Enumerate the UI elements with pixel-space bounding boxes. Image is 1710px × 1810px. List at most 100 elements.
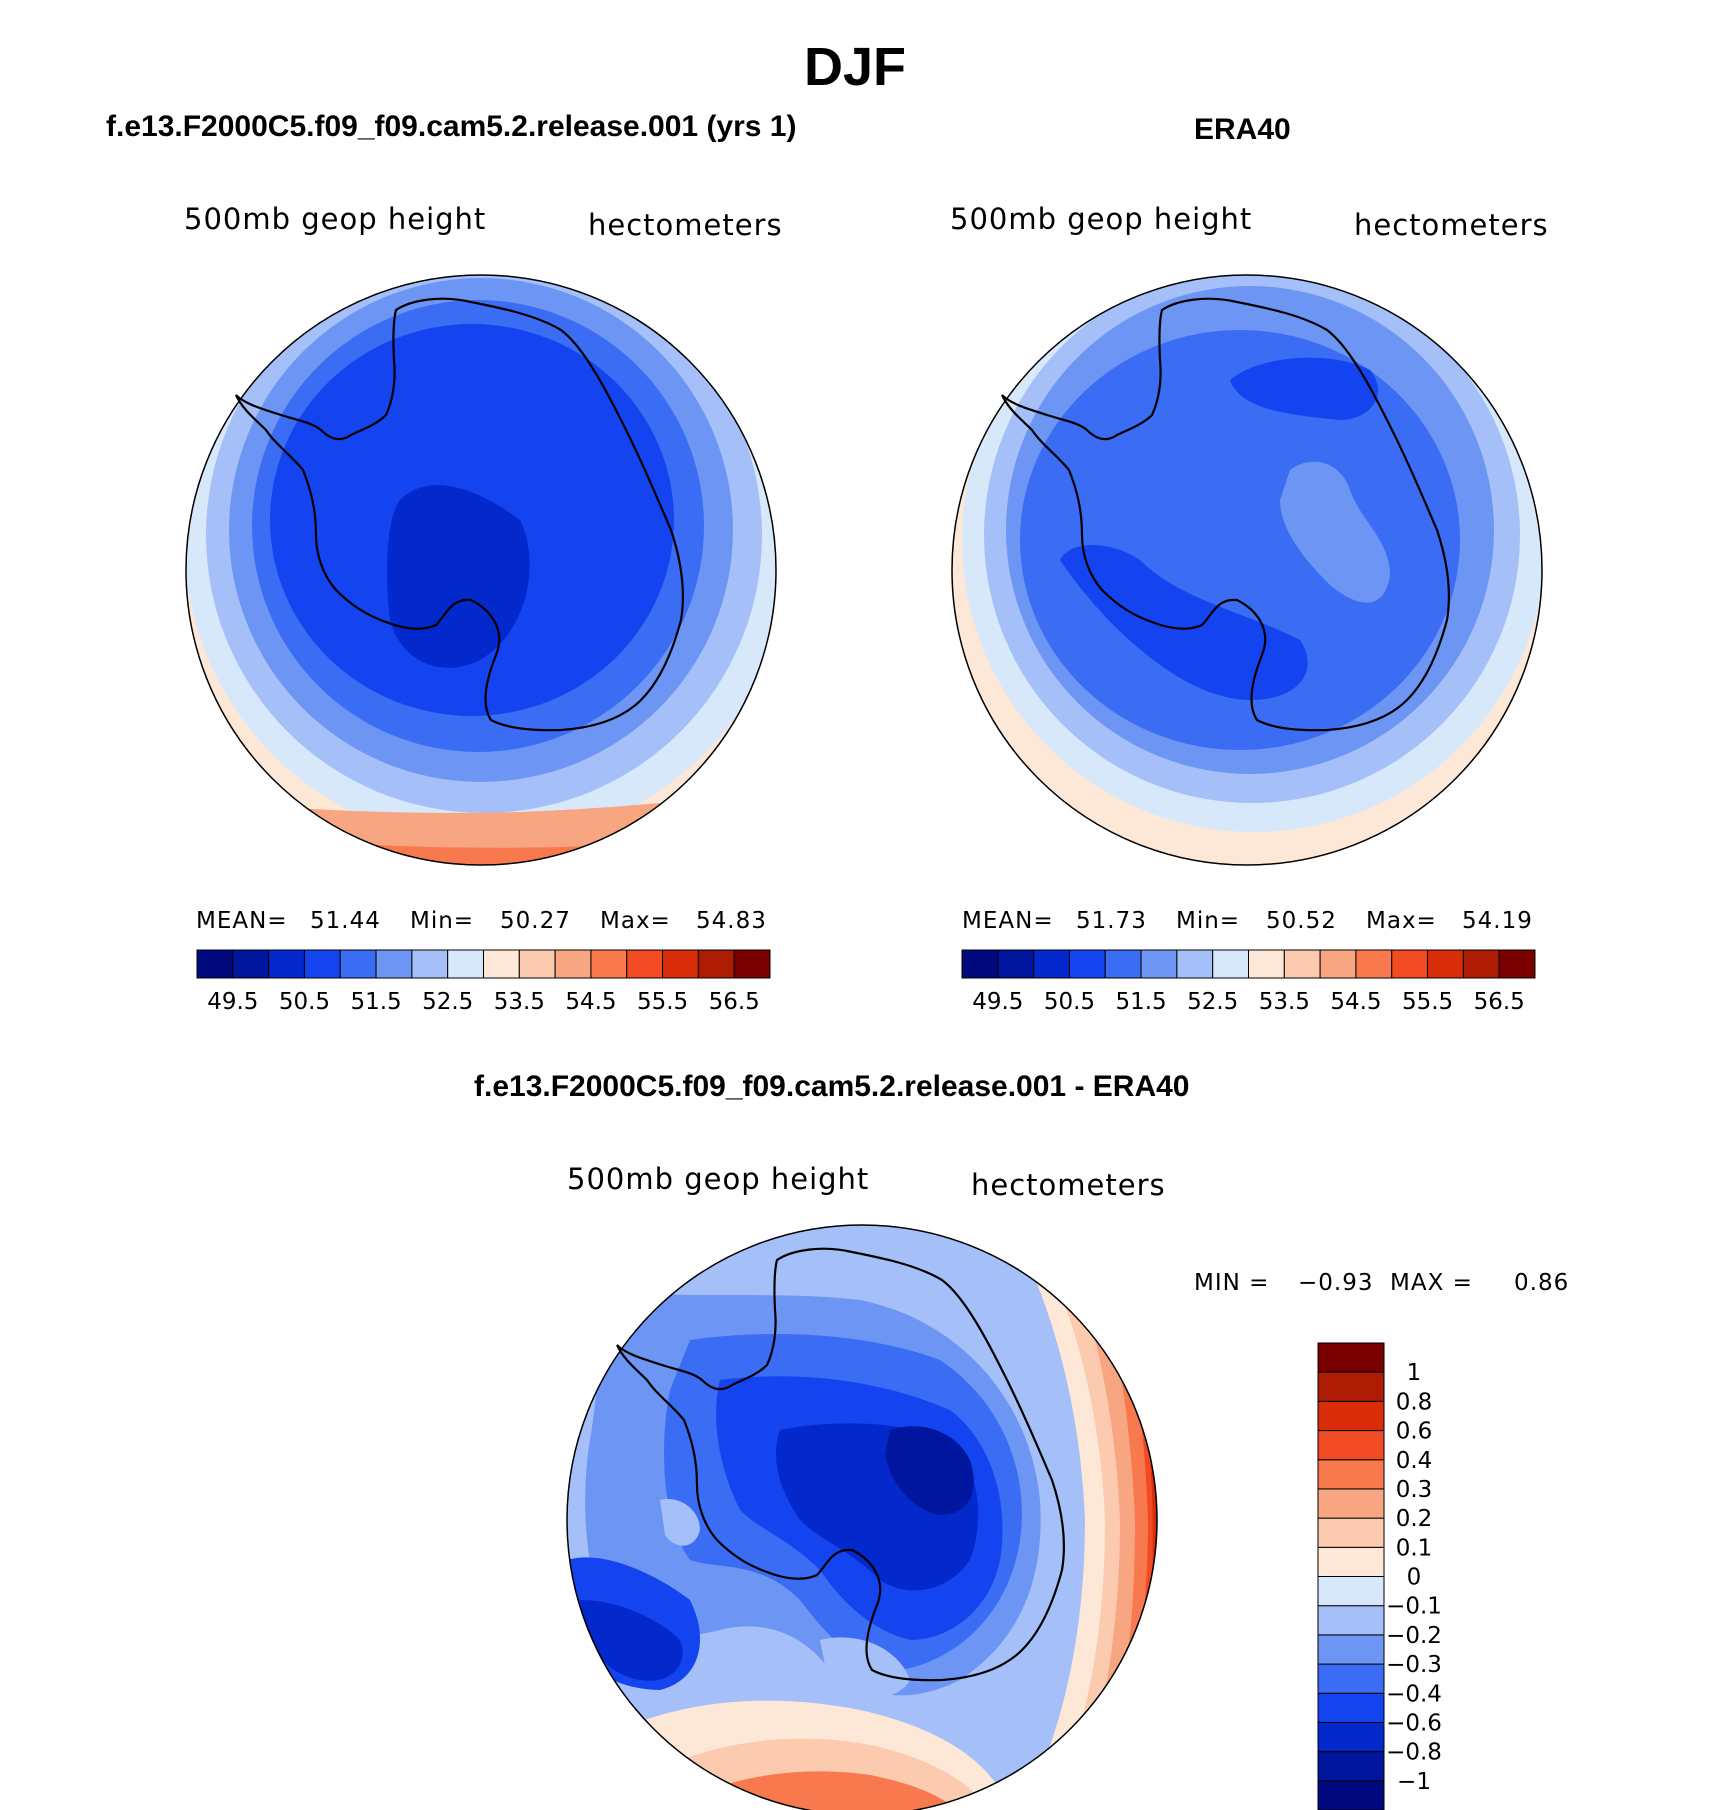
- colorbar-panel-2: 49.5 50.5 51.5 52.5 53.5 54.5 55.5 56.5: [961, 949, 1536, 1015]
- colorbar-2-tick-label: 53.5: [1259, 989, 1310, 1015]
- colorbar-1-swatch: [375, 949, 413, 979]
- panel-3-variable: 500mb geop height: [567, 1162, 870, 1196]
- panel-2-variable: 500mb geop height: [950, 202, 1253, 236]
- colorbar-3-tick-label: 0.8: [1396, 1389, 1433, 1415]
- panel-2-min-value: 50.52: [1266, 908, 1337, 934]
- panel-3-max-label: MAX =: [1390, 1270, 1473, 1296]
- colorbar-2-tick-label: 54.5: [1330, 989, 1381, 1015]
- colorbar-1-tick-label: 49.5: [207, 989, 258, 1015]
- panel-2-mean-value: 51.73: [1076, 908, 1147, 934]
- colorbar-3-tick-label: 0: [1407, 1565, 1422, 1591]
- colorbar-2-swatch: [1355, 949, 1393, 979]
- colorbar-3-tick-label: −0.2: [1386, 1623, 1442, 1649]
- colorbar-3-swatch: [1317, 1459, 1385, 1490]
- colorbar-3-swatch: [1317, 1663, 1385, 1694]
- panel-2-mean-label: MEAN=: [962, 908, 1054, 934]
- colorbar-3-tick-label: 0.6: [1396, 1419, 1433, 1445]
- panel-3-min-value: −0.93: [1298, 1270, 1374, 1296]
- colorbar-1-swatch: [697, 949, 735, 979]
- colorbar-2-swatch: [1462, 949, 1500, 979]
- colorbar-3-swatch: [1317, 1400, 1385, 1432]
- colorbar-3-tick-label: −0.3: [1386, 1652, 1442, 1678]
- panel-2-max-value: 54.19: [1462, 908, 1533, 934]
- colorbar-3-swatch: [1317, 1517, 1385, 1548]
- colorbar-1-swatch: [232, 949, 270, 979]
- colorbar-3-tick-label: −0.1: [1386, 1594, 1442, 1620]
- colorbar-1-tick-label: 53.5: [494, 989, 545, 1015]
- colorbar-2-tick-label: 49.5: [972, 989, 1023, 1015]
- colorbar-3-tick-label: 0.2: [1396, 1506, 1433, 1532]
- colorbar-2-swatch: [1248, 949, 1285, 979]
- panel-2-units: hectometers: [1354, 208, 1549, 242]
- colorbar-2-tick-label: 52.5: [1187, 989, 1238, 1015]
- panel-3-units: hectometers: [971, 1168, 1166, 1202]
- panel-1-units: hectometers: [588, 208, 783, 242]
- colorbar-3-swatch: [1317, 1692, 1385, 1723]
- colorbar-2-swatch: [1176, 949, 1214, 979]
- panel-1-title: f.e13.F2000C5.f09_f09.cam5.2.release.001…: [106, 110, 797, 143]
- colorbar-3-swatch: [1317, 1488, 1385, 1519]
- colorbar-2-swatch: [1104, 949, 1142, 979]
- panel-3-title: f.e13.F2000C5.f09_f09.cam5.2.release.001…: [474, 1070, 1190, 1103]
- colorbar-2-tick-label: 51.5: [1115, 989, 1166, 1015]
- colorbar-3-tick-label: −0.4: [1386, 1681, 1442, 1707]
- colorbar-3-swatch: [1317, 1751, 1385, 1782]
- colorbar-1-tick-label: 51.5: [350, 989, 401, 1015]
- panel-1-min-label: Min=: [410, 908, 475, 934]
- colorbar-2-swatch: [1212, 949, 1249, 979]
- colorbar-2-tick-label: 50.5: [1044, 989, 1095, 1015]
- panel-1-min-value: 50.27: [500, 908, 571, 934]
- colorbar-3-tick-label: −0.6: [1386, 1710, 1442, 1736]
- colorbar-2-swatch: [1319, 949, 1357, 979]
- colorbar-1-swatch: [590, 949, 628, 979]
- colorbar-1-tick-label: 55.5: [637, 989, 688, 1015]
- colorbar-1-swatch: [339, 949, 377, 979]
- colorbar-1-swatch: [518, 949, 556, 979]
- colorbar-3-swatch: [1317, 1430, 1385, 1461]
- colorbar-1-tick-label: 56.5: [709, 989, 760, 1015]
- panel-1-mean-label: MEAN=: [196, 908, 288, 934]
- colorbar-1-swatch: [447, 949, 484, 979]
- colorbar-difference: −1 −0.8 −0.6 −0.4 −0.3 −0.2 −0.1 0 0.1 0.2 0.3 0.4 0…: [1317, 1342, 1442, 1810]
- panel-1-variable: 500mb geop height: [184, 202, 487, 236]
- map-2: [951, 274, 1543, 866]
- panel-2-max-label: Max=: [1366, 908, 1437, 934]
- colorbar-2-tick-label: 56.5: [1474, 989, 1525, 1015]
- colorbar-2-swatch: [1391, 949, 1429, 979]
- colorbar-3-tick-label: 0.1: [1396, 1535, 1433, 1561]
- colorbar-1-tick-label: 54.5: [565, 989, 616, 1015]
- colorbar-1-swatch: [411, 949, 449, 979]
- colorbar-3-swatch: [1317, 1546, 1385, 1577]
- colorbar-3-swatch: [1317, 1371, 1385, 1402]
- colorbar-1-swatch: [626, 949, 664, 979]
- colorbar-2-swatch: [1068, 949, 1106, 979]
- colorbar-3-swatch: [1317, 1342, 1385, 1373]
- colorbar-1-swatch: [483, 949, 520, 979]
- panel-3-max-value: 0.86: [1514, 1270, 1570, 1296]
- map-3: [566, 1224, 1158, 1810]
- colorbar-2-swatch: [1140, 949, 1178, 979]
- colorbar-panel-1: 49.5 50.5 51.5 52.5 53.5 54.5 55.5 56.5: [196, 949, 771, 1015]
- colorbar-1-swatch: [662, 949, 699, 979]
- colorbar-2-swatch: [1498, 949, 1536, 979]
- panel-3-min-label: MIN =: [1194, 1270, 1270, 1296]
- colorbar-3-swatch: [1317, 1576, 1385, 1607]
- colorbar-2-swatch: [1427, 949, 1464, 979]
- colorbar-1-swatch: [554, 949, 592, 979]
- colorbar-1-tick-label: 52.5: [422, 989, 473, 1015]
- colorbar-3-swatch: [1317, 1780, 1385, 1810]
- colorbar-3-swatch: [1317, 1634, 1385, 1665]
- panel-2-title: ERA40: [1194, 113, 1291, 146]
- colorbar-2-tick-label: 55.5: [1402, 989, 1453, 1015]
- colorbar-1-swatch: [303, 949, 341, 979]
- colorbar-1-swatch: [196, 949, 234, 979]
- colorbar-3-tick-label: −1: [1397, 1769, 1431, 1795]
- colorbar-3-tick-label: 0.3: [1396, 1477, 1433, 1503]
- colorbar-2-swatch: [997, 949, 1035, 979]
- colorbar-3-tick-label: 1: [1407, 1360, 1422, 1386]
- colorbar-3-tick-label: 0.4: [1396, 1448, 1433, 1474]
- colorbar-2-swatch: [1033, 949, 1070, 979]
- panel-1-max-label: Max=: [600, 908, 671, 934]
- colorbar-2-swatch: [961, 949, 999, 979]
- panel-2-min-label: Min=: [1176, 908, 1241, 934]
